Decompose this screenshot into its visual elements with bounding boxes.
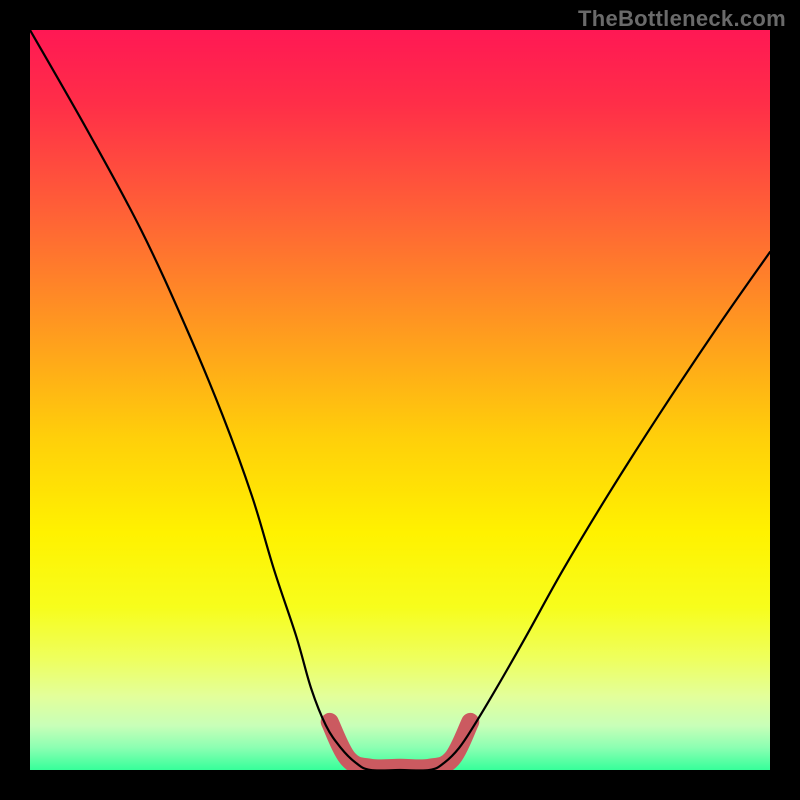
gradient-background [30,30,770,770]
watermark-text: TheBottleneck.com [578,6,786,32]
chart-container: TheBottleneck.com [0,0,800,800]
chart-svg [0,0,800,800]
